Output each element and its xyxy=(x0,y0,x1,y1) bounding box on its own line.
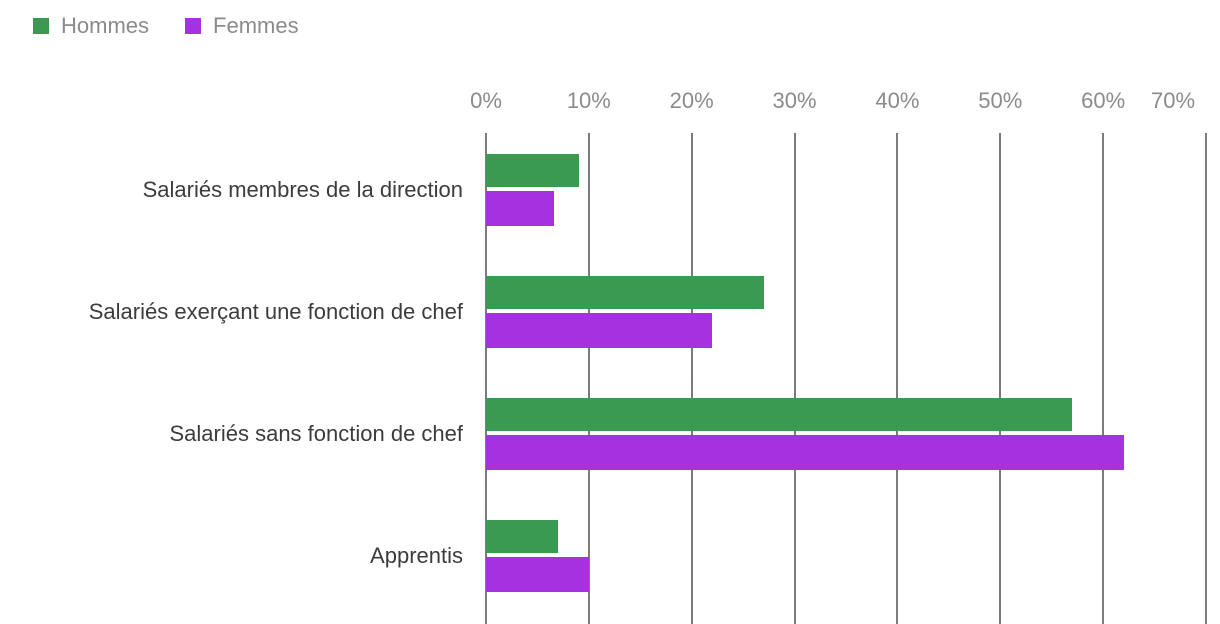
bar-femmes-0 xyxy=(486,191,554,226)
gridline xyxy=(793,133,796,624)
category-label: Apprentis xyxy=(370,543,463,568)
legend-swatch-femmes xyxy=(185,18,202,34)
x-tick-label: 0% xyxy=(470,88,502,113)
gridline xyxy=(999,133,1002,624)
bar-hommes-1 xyxy=(486,276,764,309)
x-tick-label: 20% xyxy=(669,88,714,113)
bar-femmes-1 xyxy=(486,313,713,348)
category-label: Salariés exerçant une fonction de chef xyxy=(88,299,463,324)
bar-femmes-3 xyxy=(486,557,589,592)
x-tick-label: 40% xyxy=(875,88,920,113)
gridline xyxy=(690,133,693,624)
category-label: Salariés membres de la direction xyxy=(142,177,463,202)
gridline xyxy=(587,133,590,624)
x-tick-label: 30% xyxy=(772,88,817,113)
x-tick-label: 60% xyxy=(1081,88,1126,113)
gridline xyxy=(1102,133,1105,624)
legend-item-hommes[interactable]: Hommes xyxy=(33,13,149,39)
x-tick-label: 10% xyxy=(566,88,611,113)
bar-hommes-0 xyxy=(486,154,579,187)
gridline xyxy=(1205,133,1207,624)
legend-label-hommes: Hommes xyxy=(61,13,150,38)
legend-item-femmes[interactable]: Femmes xyxy=(185,13,299,39)
gridline xyxy=(485,133,487,624)
bar-hommes-3 xyxy=(486,520,558,553)
legend-swatch-hommes xyxy=(33,18,49,34)
gridline xyxy=(896,133,899,624)
plot-area xyxy=(485,133,1207,624)
x-tick-label: 70% xyxy=(1150,88,1196,113)
category-label: Salariés sans fonction de chef xyxy=(169,421,463,446)
bar-hommes-2 xyxy=(486,398,1073,431)
legend: Hommes Femmes xyxy=(33,13,299,39)
legend-label-femmes: Femmes xyxy=(213,13,299,38)
x-tick-label: 50% xyxy=(978,88,1023,113)
bar-femmes-2 xyxy=(486,435,1124,470)
